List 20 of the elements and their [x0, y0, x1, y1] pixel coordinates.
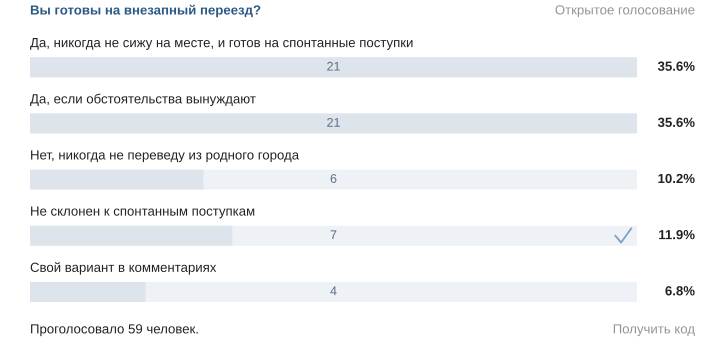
text: 6.8%: [665, 286, 695, 296]
y-tick-label: Не склонен к спонтанным поступкам: [31, 206, 254, 218]
text: 35.6%: [658, 118, 695, 128]
text: 35.6%: [658, 62, 695, 71]
y-tick-label: Свой вариант в комментариях: [30, 262, 216, 275]
bar: [30, 282, 146, 302]
data-label: 4: [330, 286, 337, 296]
data-label: 21: [327, 62, 340, 71]
chart-title: Вы готовы на внезапный переезд?: [30, 4, 260, 18]
y-tick-label: Нет, никогда не переведу из родного города: [31, 150, 300, 162]
data-label: 6: [330, 174, 336, 183]
y-tick-label: Да, если обстоятельства вынуждают: [30, 94, 256, 106]
data-label: 7: [330, 230, 336, 239]
text: 11.9%: [659, 230, 695, 240]
text: Получить код: [614, 324, 695, 336]
annotation: Открытое голосование: [555, 5, 694, 18]
text: Проголосовало 59 человек.: [31, 324, 198, 336]
text: 10.2%: [658, 174, 695, 184]
y-tick-label: Да, никогда не сижу на месте, и готов на спонтанные поступки: [30, 38, 412, 50]
data-label: 21: [327, 118, 340, 127]
